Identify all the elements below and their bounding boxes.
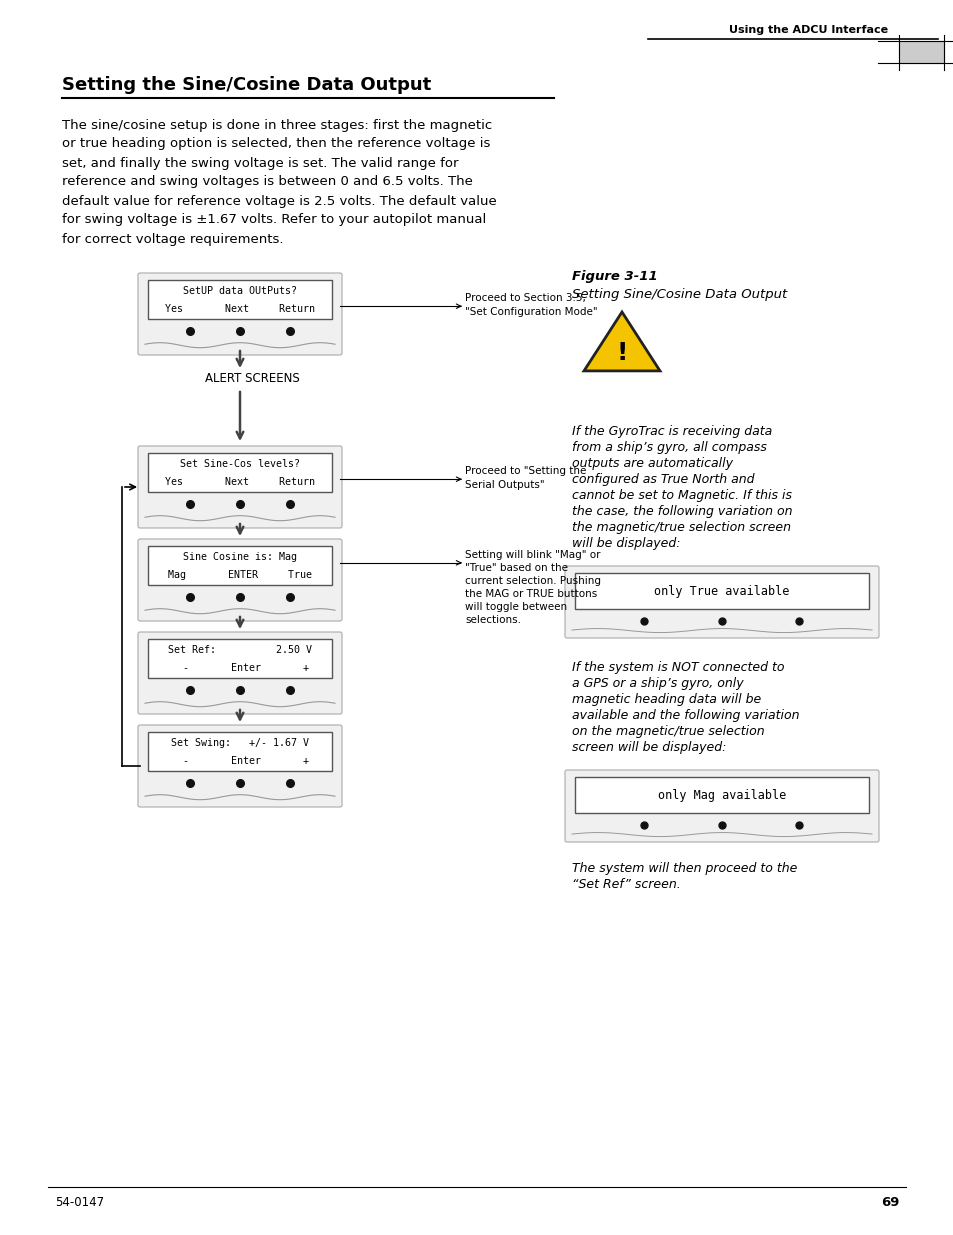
Text: for correct voltage requirements.: for correct voltage requirements. xyxy=(62,232,283,246)
Text: 69: 69 xyxy=(881,1197,899,1209)
Text: Sine Cosine is: Mag: Sine Cosine is: Mag xyxy=(183,552,296,562)
Text: -       Enter       +: - Enter + xyxy=(171,663,309,673)
FancyBboxPatch shape xyxy=(898,41,943,63)
FancyBboxPatch shape xyxy=(138,632,341,714)
FancyBboxPatch shape xyxy=(138,725,341,806)
Text: !: ! xyxy=(616,341,627,366)
FancyBboxPatch shape xyxy=(138,538,341,621)
Text: will toggle between: will toggle between xyxy=(464,601,566,611)
Text: set, and finally the swing voltage is set. The valid range for: set, and finally the swing voltage is se… xyxy=(62,157,458,169)
Text: Proceed to "Setting the: Proceed to "Setting the xyxy=(464,466,586,477)
Text: "True" based on the: "True" based on the xyxy=(464,563,567,573)
Text: SetUP data OUtPuts?: SetUP data OUtPuts? xyxy=(183,287,296,296)
FancyBboxPatch shape xyxy=(148,453,332,493)
Text: -       Enter       +: - Enter + xyxy=(171,756,309,766)
Text: If the system is NOT connected to: If the system is NOT connected to xyxy=(572,661,783,674)
Text: selections.: selections. xyxy=(464,615,520,625)
FancyBboxPatch shape xyxy=(148,280,332,320)
FancyBboxPatch shape xyxy=(575,573,868,609)
FancyBboxPatch shape xyxy=(575,778,868,813)
Text: will be displayed:: will be displayed: xyxy=(572,537,679,550)
Text: Yes       Next     Return: Yes Next Return xyxy=(165,304,314,314)
FancyBboxPatch shape xyxy=(564,769,878,842)
FancyBboxPatch shape xyxy=(138,446,341,529)
Text: Set Ref:          2.50 V: Set Ref: 2.50 V xyxy=(168,645,312,655)
Text: Set Swing:   +/- 1.67 V: Set Swing: +/- 1.67 V xyxy=(171,739,309,748)
FancyBboxPatch shape xyxy=(148,640,332,678)
FancyBboxPatch shape xyxy=(564,566,878,638)
Text: screen will be displayed:: screen will be displayed: xyxy=(572,741,725,755)
Text: Setting the Sine/Cosine Data Output: Setting the Sine/Cosine Data Output xyxy=(62,77,431,94)
Text: Mag       ENTER     True: Mag ENTER True xyxy=(168,569,312,580)
Text: Setting will blink "Mag" or: Setting will blink "Mag" or xyxy=(464,550,599,559)
Text: Serial Outputs": Serial Outputs" xyxy=(464,480,544,490)
Text: Figure 3-11: Figure 3-11 xyxy=(572,270,657,283)
Text: The system will then proceed to the: The system will then proceed to the xyxy=(572,862,797,876)
Text: the MAG or TRUE buttons: the MAG or TRUE buttons xyxy=(464,589,597,599)
Text: magnetic heading data will be: magnetic heading data will be xyxy=(572,693,760,706)
Text: only True available: only True available xyxy=(654,584,789,598)
Text: "Set Configuration Mode": "Set Configuration Mode" xyxy=(464,308,597,317)
Text: Proceed to Section 3.5,: Proceed to Section 3.5, xyxy=(464,293,585,304)
Text: Setting Sine/Cosine Data Output: Setting Sine/Cosine Data Output xyxy=(572,288,786,301)
Text: cannot be set to Magnetic. If this is: cannot be set to Magnetic. If this is xyxy=(572,489,791,501)
Text: 54-0147: 54-0147 xyxy=(55,1197,104,1209)
Text: ALERT SCREENS: ALERT SCREENS xyxy=(205,373,299,385)
FancyBboxPatch shape xyxy=(148,732,332,772)
Text: reference and swing voltages is between 0 and 6.5 volts. The: reference and swing voltages is between … xyxy=(62,175,473,189)
Text: the magnetic/true selection screen: the magnetic/true selection screen xyxy=(572,521,790,534)
Text: default value for reference voltage is 2.5 volts. The default value: default value for reference voltage is 2… xyxy=(62,194,497,207)
Text: only Mag available: only Mag available xyxy=(658,789,785,802)
Text: “Set Ref” screen.: “Set Ref” screen. xyxy=(572,878,680,890)
Text: available and the following variation: available and the following variation xyxy=(572,709,799,722)
Text: The sine/cosine setup is done in three stages: first the magnetic: The sine/cosine setup is done in three s… xyxy=(62,119,492,131)
Text: If the GyroTrac is receiving data: If the GyroTrac is receiving data xyxy=(572,425,771,438)
Text: Yes       Next     Return: Yes Next Return xyxy=(165,477,314,487)
Text: or true heading option is selected, then the reference voltage is: or true heading option is selected, then… xyxy=(62,137,490,151)
Polygon shape xyxy=(583,312,659,370)
Text: configured as True North and: configured as True North and xyxy=(572,473,754,487)
Text: a GPS or a ship’s gyro, only: a GPS or a ship’s gyro, only xyxy=(572,677,742,690)
Text: current selection. Pushing: current selection. Pushing xyxy=(464,576,600,585)
Text: Set Sine-Cos levels?: Set Sine-Cos levels? xyxy=(180,459,299,469)
Text: on the magnetic/true selection: on the magnetic/true selection xyxy=(572,725,763,739)
Text: from a ship’s gyro, all compass: from a ship’s gyro, all compass xyxy=(572,441,766,454)
Text: the case, the following variation on: the case, the following variation on xyxy=(572,505,792,517)
Text: outputs are automatically: outputs are automatically xyxy=(572,457,732,471)
FancyBboxPatch shape xyxy=(138,273,341,354)
FancyBboxPatch shape xyxy=(148,546,332,585)
Text: for swing voltage is ±1.67 volts. Refer to your autopilot manual: for swing voltage is ±1.67 volts. Refer … xyxy=(62,214,486,226)
Text: Using the ADCU Interface: Using the ADCU Interface xyxy=(728,25,887,35)
